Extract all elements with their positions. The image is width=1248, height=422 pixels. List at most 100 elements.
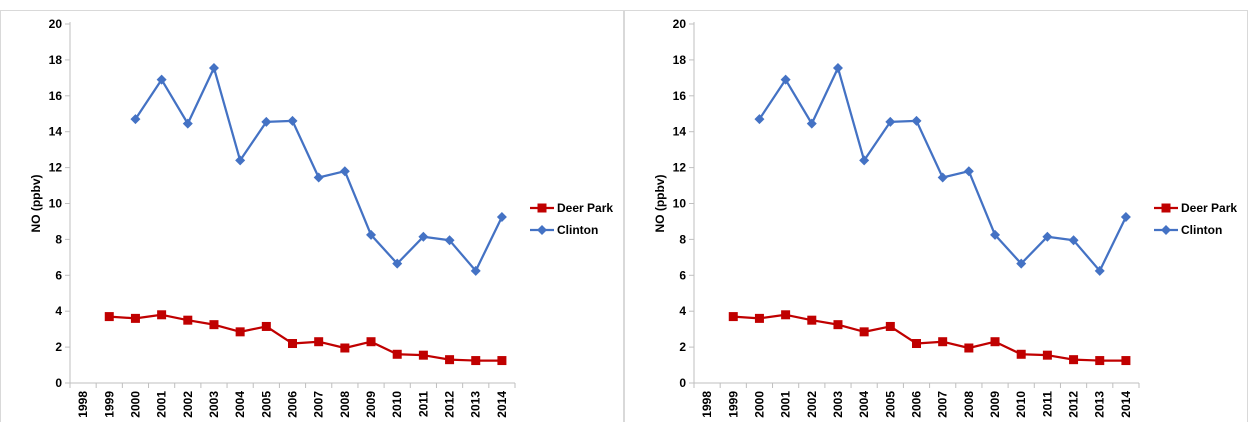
x-tick-label: 2013	[1093, 391, 1107, 418]
x-tick-label: 1999	[726, 391, 740, 418]
series-line-deer-park	[733, 313, 1126, 362]
x-tick-label: 2001	[779, 391, 793, 418]
legend-label: Clinton	[1181, 223, 1222, 237]
y-tick-label: 8	[55, 232, 62, 246]
legend-marker	[1161, 203, 1171, 213]
x-tick-label: 2006	[910, 391, 924, 418]
data-point	[1095, 356, 1105, 366]
data-point	[287, 115, 298, 126]
y-tick-label: 6	[679, 268, 686, 282]
y-tick-label: 8	[679, 232, 686, 246]
series-line-deer-park	[109, 313, 502, 362]
data-point	[859, 155, 870, 166]
y-tick-label: 16	[673, 89, 687, 103]
data-point	[1016, 349, 1026, 359]
y-tick-label: 0	[679, 376, 686, 390]
data-point	[496, 211, 507, 222]
y-tick-label: 0	[55, 376, 62, 390]
y-tick-label: 2	[679, 340, 686, 354]
data-point	[445, 355, 455, 365]
chart-panel-right: 0 2 4 6 8 10 12 14 16 18 20 1998 1999 2000 2001 2002 200…	[624, 0, 1248, 422]
data-point	[314, 337, 324, 347]
data-point	[183, 315, 193, 325]
data-point	[964, 343, 974, 353]
legend-marker	[1161, 225, 1171, 235]
data-point	[261, 321, 271, 331]
x-tick-label: 2012	[1067, 391, 1081, 418]
data-point	[235, 155, 246, 166]
data-point	[885, 321, 895, 331]
data-point	[130, 313, 140, 323]
data-point	[1042, 350, 1052, 360]
data-point	[130, 114, 141, 125]
data-point	[912, 339, 921, 349]
data-point	[366, 337, 376, 347]
data-point	[261, 116, 272, 127]
data-point	[990, 337, 1000, 347]
x-tick-label: 2009	[988, 391, 1002, 418]
data-point	[1121, 356, 1131, 366]
legend-marker	[537, 203, 547, 213]
y-tick-label: 20	[673, 17, 687, 31]
x-tick-label: 2014	[495, 391, 509, 418]
data-point	[807, 315, 817, 325]
x-tick-label: 2007	[936, 391, 950, 418]
legend-label: Deer Park	[557, 201, 613, 215]
y-tick-label: 12	[49, 161, 63, 175]
x-tick-label: 2003	[831, 391, 845, 418]
x-tick-label: 2010	[390, 391, 404, 418]
x-tick-label: 2005	[883, 391, 897, 418]
data-point	[780, 74, 791, 85]
data-point	[1094, 265, 1105, 276]
y-tick-label: 4	[679, 304, 686, 318]
chart-panel-left: 0 2 4 6 8 10 12 14 16 18 20 1998 1999 2000 2001 2002 200…	[0, 10, 624, 422]
data-point	[392, 349, 402, 359]
x-tick-label: 1998	[76, 391, 90, 418]
x-tick-label: 2011	[1040, 391, 1054, 417]
x-tick-label: 2001	[155, 391, 169, 418]
y-tick-label: 14	[49, 125, 63, 139]
data-point	[938, 337, 948, 347]
y-tick-label: 4	[55, 304, 62, 318]
data-point	[235, 327, 245, 337]
data-point	[1016, 258, 1027, 269]
data-point	[911, 115, 922, 126]
y-tick-label: 10	[49, 197, 63, 211]
data-point	[208, 62, 219, 73]
x-tick-label: 2004	[233, 391, 247, 418]
x-tick-label: 2011	[416, 391, 430, 417]
data-point	[497, 356, 507, 366]
data-point	[885, 116, 896, 127]
x-tick-label: 2008	[338, 391, 352, 418]
data-point	[157, 310, 167, 320]
y-tick-label: 20	[49, 17, 63, 31]
data-point	[963, 166, 974, 177]
x-tick-label: 2010	[1014, 391, 1028, 418]
y-axis-title: NO (ppbv)	[653, 175, 667, 233]
y-tick-label: 18	[49, 53, 63, 67]
line-chart-left: 0 2 4 6 8 10 12 14 16 18 20 1998 1999 2000 2001 2002 200…	[29, 17, 613, 418]
y-tick-label: 16	[49, 89, 63, 103]
legend-marker	[537, 225, 547, 235]
data-point	[832, 62, 843, 73]
y-tick-label: 10	[673, 197, 687, 211]
y-tick-label: 2	[55, 340, 62, 354]
data-point	[754, 114, 765, 125]
data-point	[182, 118, 193, 129]
data-point	[990, 229, 1001, 240]
data-point	[209, 320, 219, 330]
data-point	[859, 327, 869, 337]
y-tick-label: 14	[673, 125, 687, 139]
x-tick-label: 2009	[364, 391, 378, 418]
x-tick-label: 2000	[128, 391, 142, 418]
x-tick-label: 2002	[805, 391, 819, 418]
data-point	[1069, 355, 1079, 365]
y-tick-label: 12	[673, 161, 687, 175]
data-point	[313, 172, 324, 183]
data-point	[339, 166, 350, 177]
data-point	[340, 343, 350, 353]
data-point	[833, 320, 843, 330]
x-tick-label: 2003	[207, 391, 221, 418]
chart-border	[0, 10, 624, 422]
data-point	[418, 231, 429, 242]
